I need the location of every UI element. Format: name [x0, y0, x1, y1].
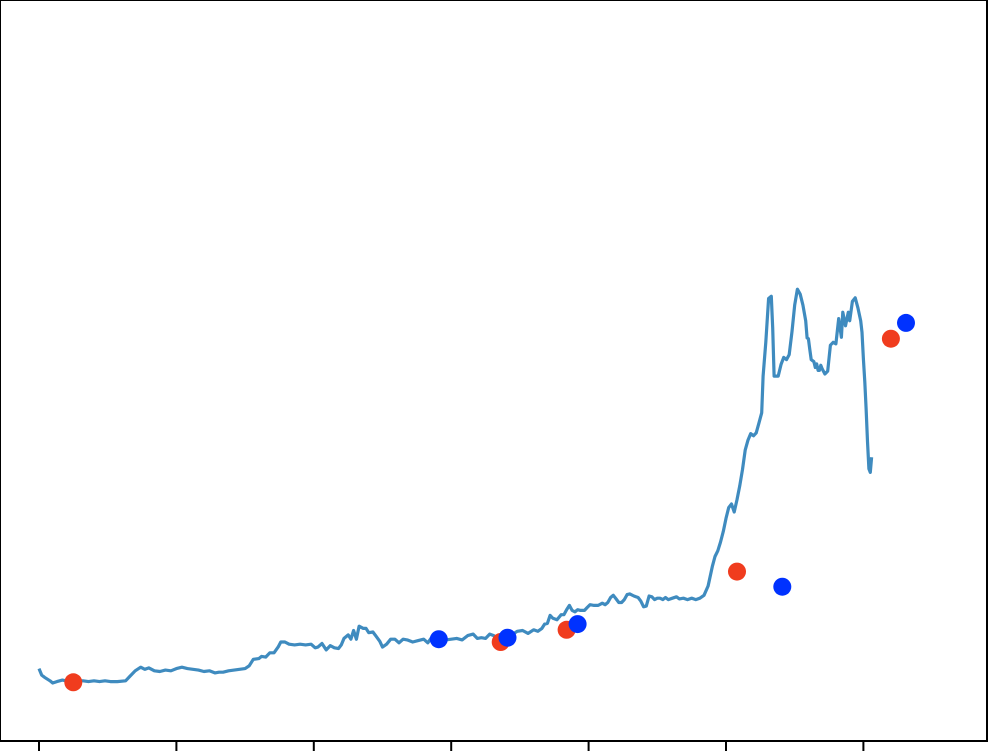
x-axis-ticks: [38, 741, 865, 751]
red-marker-4: [881, 329, 900, 348]
plot-frame: [0, 0, 988, 742]
blue-marker-4: [897, 313, 915, 332]
red-marker-3: [728, 562, 746, 581]
red-marker-0: [64, 673, 83, 692]
blue-marker-0: [429, 630, 448, 649]
blue-marker-1: [498, 628, 517, 647]
markers: [64, 313, 915, 692]
plot-content: [37, 287, 874, 685]
blue-marker-2: [568, 615, 587, 634]
blue-marker-3: [773, 577, 792, 596]
series-line-0: [37, 287, 874, 685]
